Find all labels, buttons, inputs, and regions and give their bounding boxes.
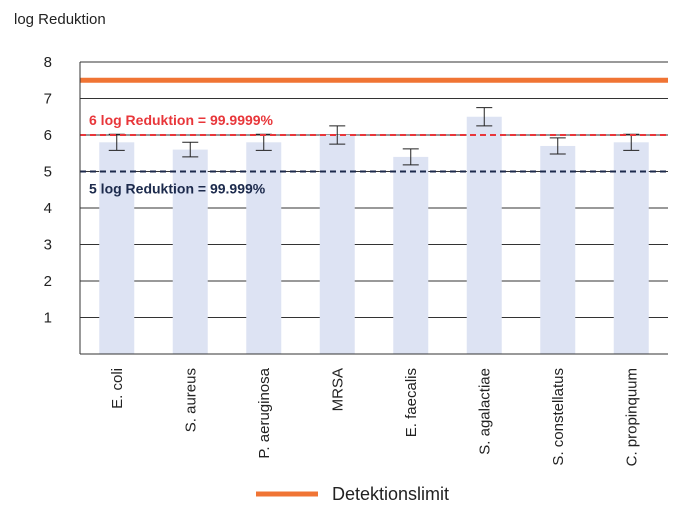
bar [99,142,135,354]
bar [246,142,282,354]
x-tick-label: MRSA [329,368,346,411]
x-tick-label: S. agalactiae [476,368,493,455]
x-tick-label: S. constellatus [550,368,567,466]
x-tick-label: E. faecalis [403,368,420,437]
error-bars [108,107,640,166]
legend: Detektionslimit [256,484,449,504]
bar [540,145,576,354]
x-tick-label: P. aeruginosa [256,367,273,458]
y-tick-label: 6 [44,127,52,144]
y-tick-label: 3 [44,237,52,254]
bar [319,135,355,354]
y-tick-label: 5 [44,164,52,181]
x-tick-label: S. aureus [182,368,199,432]
bar [466,116,502,354]
bar [613,142,649,354]
bars [99,116,649,354]
legend-label-detektionslimit: Detektionslimit [332,484,449,504]
y-tick-label: 7 [44,91,52,108]
x-tick-label: E. coli [109,368,126,409]
y-tick-label: 2 [44,273,52,290]
annotation-5-log: 5 log Reduktion = 99.999% [89,181,266,197]
y-tick-labels: 1 2 3 4 5 6 7 8 [44,54,52,327]
x-tick-label: C. propinquum [623,368,640,466]
bar [393,156,429,354]
y-tick-label: 1 [44,310,52,327]
annotation-6-log: 6 log Reduktion = 99.9999% [89,112,274,128]
x-tick-labels: E. coli S. aureus P. aeruginosa MRSA E. faec… [109,367,641,466]
y-tick-label: 4 [44,200,52,217]
y-axis-label: log Reduktion [14,11,106,28]
reference-lines: 6 log Reduktion = 99.9999% 5 log Reduktio… [80,77,668,197]
y-tick-label: 8 [44,54,52,71]
bar [172,149,208,354]
